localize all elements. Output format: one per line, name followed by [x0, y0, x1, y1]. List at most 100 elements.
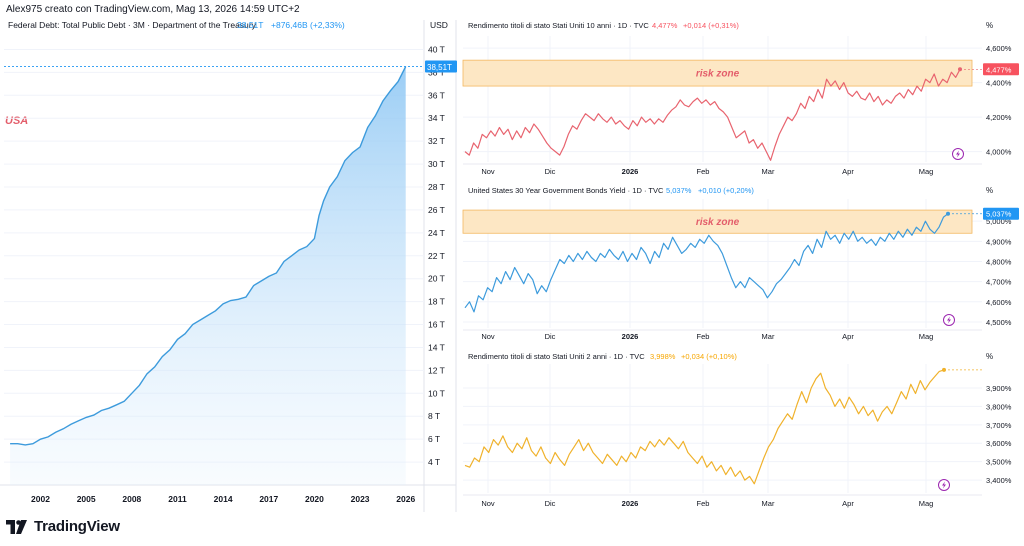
debt-y-tick-15: 34 T — [428, 113, 445, 123]
us2y-y-tick-4: 3,800% — [986, 402, 1012, 411]
us30y-flash-glyph — [947, 316, 951, 324]
us2y-x-tick-1: Dic — [545, 499, 556, 508]
us10y-unit: % — [986, 21, 993, 30]
us30y-x-tick-4: Mar — [762, 332, 775, 341]
debt-x-tick-6: 2020 — [305, 494, 324, 504]
debt-y-tick-4: 12 T — [428, 365, 445, 375]
us10y-x-tick-3: Feb — [697, 167, 710, 176]
debt-change: +876,46B (+2,33%) — [271, 20, 345, 30]
us30y-x-tick-0: Nov — [481, 332, 495, 341]
debt-y-tick-12: 28 T — [428, 182, 445, 192]
us10y-x-tick-4: Mar — [762, 167, 775, 176]
us10y-flash-glyph — [956, 150, 960, 158]
us2y-x-tick-5: Apr — [842, 499, 854, 508]
us30y-y-tick-4: 4,900% — [986, 237, 1012, 246]
debt-y-tick-8: 20 T — [428, 274, 445, 284]
us2y-x-tick-2: 2026 — [622, 499, 639, 508]
us30y-y-tick-3: 4,800% — [986, 257, 1012, 266]
us2y-y-tick-2: 3,600% — [986, 439, 1012, 448]
us2y-y-tick-0: 3,400% — [986, 476, 1012, 485]
us30y-title: United States 30 Year Government Bonds Y… — [468, 186, 664, 195]
debt-y-tick-2: 8 T — [428, 411, 440, 421]
us30y-y-tick-1: 4,600% — [986, 298, 1012, 307]
us30y-y-tick-0: 4,500% — [986, 318, 1012, 327]
us10y-y-tick-0: 4,000% — [986, 148, 1012, 157]
us2y-series-line — [464, 369, 945, 485]
us10y-last-value: 4,477% — [652, 21, 678, 30]
debt-x-tick-7: 2023 — [351, 494, 370, 504]
us10y-last-value-tag-text: 4,477% — [986, 65, 1012, 74]
us30y-y-tick-2: 4,700% — [986, 278, 1012, 287]
us2y-x-tick-3: Feb — [697, 499, 710, 508]
debt-y-tick-7: 18 T — [428, 297, 445, 307]
debt-last-value: 38,51T — [237, 20, 263, 30]
us30y-risk-zone — [462, 209, 973, 234]
author-line: Alex975 creato con TradingView.com, Mag … — [6, 4, 300, 15]
us30y-last-value: 5,037% — [666, 186, 692, 195]
us10y-x-tick-5: Apr — [842, 167, 854, 176]
debt-y-tick-6: 16 T — [428, 320, 445, 330]
debt-y-tick-9: 22 T — [428, 251, 445, 261]
us10y-y-tick-1: 4,200% — [986, 113, 1012, 122]
tradingview-logo-text: TradingView — [34, 518, 120, 535]
debt-y-tick-18: 40 T — [428, 44, 445, 54]
us30y-y-tick-5: 5,000% — [986, 217, 1012, 226]
us30y-x-tick-2: 2026 — [622, 332, 639, 341]
us2y-x-tick-0: Nov — [481, 499, 495, 508]
us10y-series-line — [464, 69, 961, 161]
us10y-y-tick-3: 4,600% — [986, 44, 1012, 53]
us2y-flash-glyph — [942, 481, 946, 489]
us30y-last-value-tag — [983, 207, 1019, 220]
us10y-title: Rendimento titoli di stato Stati Uniti 1… — [468, 21, 649, 30]
debt-x-tick-8: 2026 — [396, 494, 415, 504]
debt-chart-title: Federal Debt: Total Public Debt · 3M · D… — [8, 20, 257, 30]
us2y-y-tick-5: 3,900% — [986, 384, 1012, 393]
us30y-risk-zone-label: risk zone — [696, 217, 740, 228]
debt-y-tick-16: 36 T — [428, 90, 445, 100]
us30y-x-tick-1: Dic — [545, 332, 556, 341]
us10y-last-value-tag — [983, 63, 1019, 76]
debt-last-value-tag — [425, 60, 457, 73]
debt-y-tick-0: 4 T — [428, 457, 440, 467]
tradingview-logo-icon — [6, 519, 27, 534]
us2y-title: Rendimento titoli di stato Stati Uniti 2… — [468, 352, 645, 361]
us30y-x-tick-5: Apr — [842, 332, 854, 341]
us30y-x-tick-3: Feb — [697, 332, 710, 341]
debt-x-tick-2: 2008 — [122, 494, 141, 504]
debt-x-tick-0: 2002 — [31, 494, 50, 504]
us2y-change: +0,034 (+0,10%) — [681, 352, 737, 361]
debt-y-tick-11: 26 T — [428, 205, 445, 215]
debt-x-tick-4: 2014 — [214, 494, 233, 504]
debt-y-tick-3: 10 T — [428, 388, 445, 398]
us2y-last-value: 3,998% — [650, 352, 676, 361]
debt-area-fill — [10, 66, 406, 485]
debt-x-tick-3: 2011 — [168, 494, 187, 504]
us30y-change: +0,010 (+0,20%) — [698, 186, 754, 195]
us30y-last-value-tag-text: 5,037% — [986, 210, 1012, 219]
debt-y-tick-13: 30 T — [428, 159, 445, 169]
us2y-y-tick-1: 3,500% — [986, 458, 1012, 467]
us2y-x-tick-6: Mag — [919, 499, 934, 508]
us30y-x-tick-6: Mag — [919, 332, 934, 341]
debt-x-tick-5: 2017 — [259, 494, 278, 504]
debt-side-label: USA — [5, 115, 28, 127]
debt-x-tick-1: 2005 — [77, 494, 96, 504]
us2y-y-tick-3: 3,700% — [986, 421, 1012, 430]
us10y-change: +0,014 (+0,31%) — [683, 21, 739, 30]
us30y-unit: % — [986, 186, 993, 195]
us10y-x-tick-6: Mag — [919, 167, 934, 176]
debt-y-tick-1: 6 T — [428, 434, 440, 444]
us10y-x-tick-1: Dic — [545, 167, 556, 176]
debt-series-line — [10, 66, 407, 446]
us10y-y-tick-2: 4,400% — [986, 79, 1012, 88]
debt-y-tick-10: 24 T — [428, 228, 445, 238]
us2y-x-tick-4: Mar — [762, 499, 775, 508]
us30y-series-line — [464, 213, 949, 313]
debt-y-tick-5: 14 T — [428, 342, 445, 352]
us10y-x-tick-2: 2026 — [622, 167, 639, 176]
debt-y-tick-14: 32 T — [428, 136, 445, 146]
tradingview-logo[interactable]: TradingView — [6, 518, 120, 535]
us10y-risk-zone — [462, 59, 973, 87]
debt-last-value-tag-text: 38,51T — [427, 63, 452, 72]
